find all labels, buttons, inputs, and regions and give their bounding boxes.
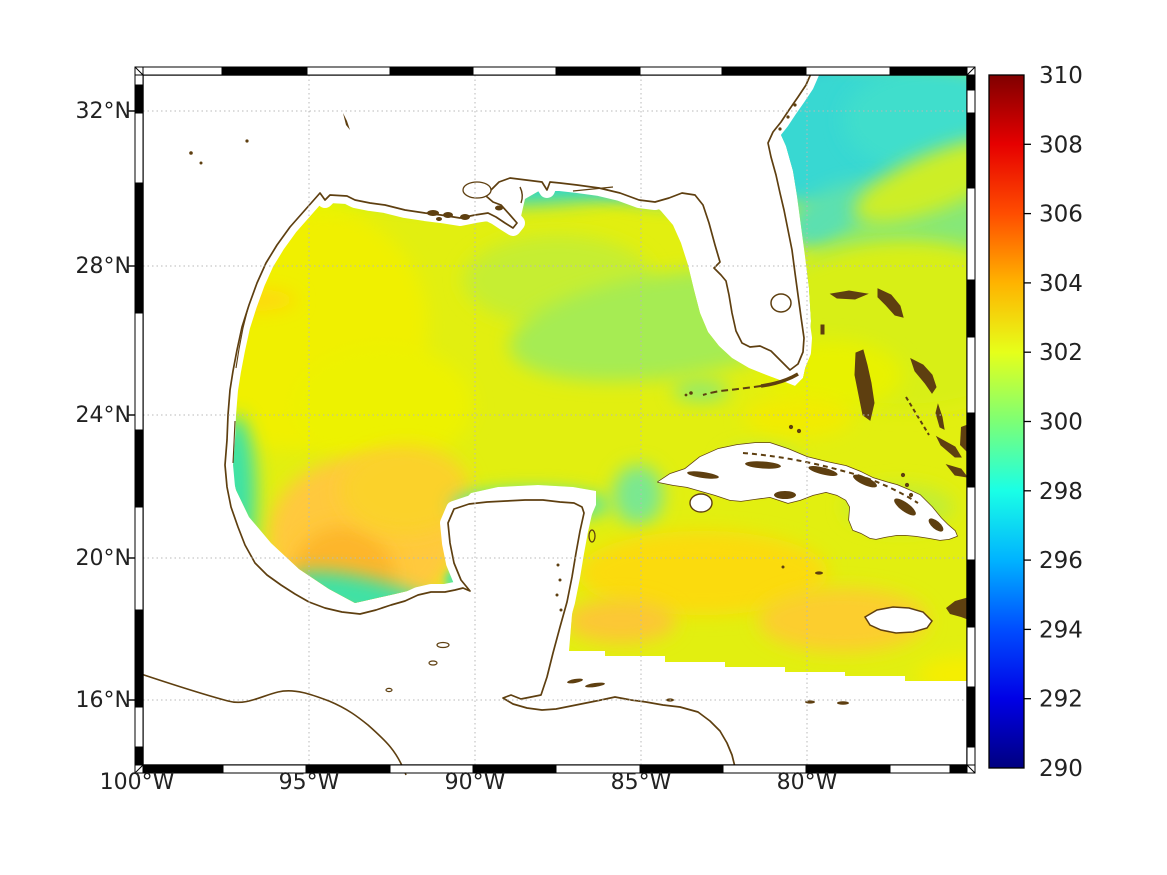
- lon-label-95w: 95°W: [279, 770, 340, 795]
- cuba-interior-marks: [687, 461, 944, 532]
- colorbar-gradient: [989, 75, 1024, 768]
- florida-keys: [760, 372, 799, 388]
- cbar-label-290: 290: [1039, 756, 1083, 782]
- bahamas-islands: [788, 288, 967, 498]
- georgia-sea-islands: [778, 103, 797, 131]
- cbar-label-308: 308: [1039, 132, 1083, 158]
- great-inagua: [960, 424, 967, 452]
- lat-label-20n: 20°N: [76, 546, 131, 571]
- jamaica-coastline: [863, 606, 933, 634]
- chandeleur-islands: [519, 186, 523, 204]
- cuba-coastline: [657, 442, 958, 541]
- hispaniola-tip: [946, 597, 967, 620]
- lat-tick-marks: [127, 110, 135, 701]
- cbar-label-310: 310: [1039, 63, 1083, 89]
- guatemala-lakes: [385, 641, 450, 693]
- cbar-label-304: 304: [1039, 271, 1083, 297]
- lon-label-100w: 100°W: [100, 770, 175, 795]
- lat-label-16n: 16°N: [76, 688, 131, 713]
- cbar-label-302: 302: [1039, 340, 1083, 366]
- map-panel: [127, 66, 976, 776]
- dry-tortugas-2: [684, 393, 688, 397]
- lon-label-85w: 85°W: [611, 770, 672, 795]
- map-content: [143, 75, 967, 765]
- pacific-coastline: [137, 672, 407, 776]
- zebra-frame: [134, 66, 976, 774]
- cbar-label-292: 292: [1039, 687, 1083, 713]
- lat-label-24n: 24°N: [76, 403, 131, 428]
- texas-lakes: [189, 113, 350, 165]
- dry-tortugas: [689, 391, 693, 395]
- cbar-label-306: 306: [1039, 202, 1083, 228]
- colorbar: 310 308 306 304 302 300 298 296 294 292 …: [988, 63, 1083, 782]
- lake-okeechobee: [770, 293, 792, 313]
- lon-label-90w: 90°W: [445, 770, 506, 795]
- cozumel-island: [588, 529, 596, 543]
- lat-label-28n: 28°N: [76, 254, 131, 279]
- cbar-label-298: 298: [1039, 479, 1083, 505]
- cbar-label-300: 300: [1039, 410, 1083, 436]
- cbar-label-296: 296: [1039, 548, 1083, 574]
- colorbar-tick-labels: 310 308 306 304 302 300 298 296 294 292 …: [1039, 63, 1083, 782]
- lon-axis-labels: 100°W 95°W 90°W 85°W 80°W: [100, 770, 838, 795]
- belize-cays: [555, 563, 563, 612]
- laguna-tamiahua: [232, 420, 236, 464]
- panhandle-barrier: [572, 186, 614, 192]
- lake-pontchartrain: [462, 181, 492, 199]
- cayman-islands: [781, 565, 823, 575]
- laguna-madre: [235, 307, 249, 369]
- cbar-label-294: 294: [1039, 617, 1083, 643]
- cuba-north-cays: [742, 452, 919, 504]
- isla-juventud: [689, 493, 713, 513]
- lon-label-80w: 80°W: [777, 770, 838, 795]
- lat-label-32n: 32°N: [76, 99, 131, 124]
- colorbar-tick-marks: [1024, 143, 1031, 700]
- mainland-coastline: [224, 75, 812, 765]
- louisiana-marsh: [427, 205, 503, 221]
- florida-keys-west: [702, 385, 762, 396]
- lat-axis-labels: 32°N 28°N 24°N 20°N 16°N: [76, 99, 131, 713]
